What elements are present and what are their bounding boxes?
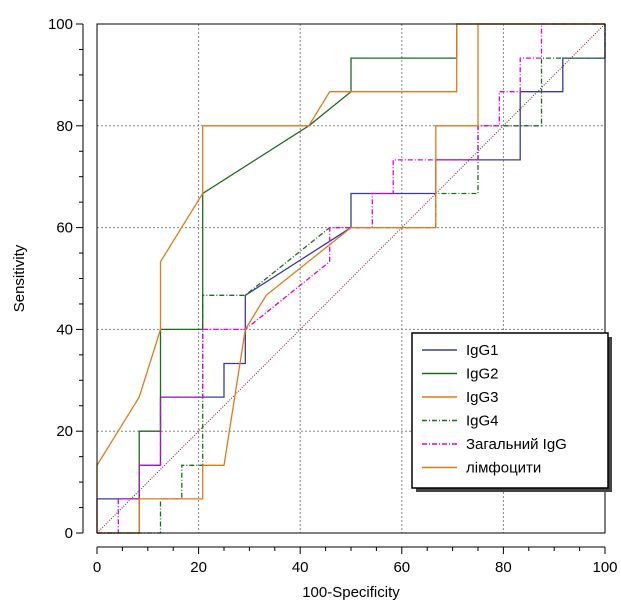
y-tick-label: 20: [56, 423, 73, 440]
series-line-5: [97, 23, 605, 534]
y-tick-label: 80: [56, 118, 73, 135]
legend-label: IgG2: [466, 366, 499, 383]
y-tick-label: 100: [48, 16, 73, 33]
y-tick-label: 0: [65, 525, 73, 542]
series-line-3: [96, 23, 605, 533]
series-lines: [96, 23, 606, 534]
series-line-6: [97, 23, 605, 534]
legend-label: IgG1: [466, 342, 499, 359]
legend-label: IgG3: [466, 389, 499, 406]
legend-box: [411, 332, 609, 489]
x-tick-label: 100: [592, 559, 617, 576]
x-tick-label: 20: [190, 559, 207, 576]
x-axis-title: 100-Specificity: [302, 584, 400, 601]
legend-label: Загальний IgG: [466, 436, 567, 453]
legend-label: лімфоцити: [466, 460, 541, 477]
x-tick-label: 80: [495, 559, 512, 576]
x-tick-labels: 0 20 40 60 80 100: [93, 559, 618, 576]
y-tick-label: 60: [56, 220, 73, 237]
x-tick-label: 60: [393, 559, 410, 576]
legend-label: IgG4: [466, 413, 499, 430]
x-tick-label: 40: [292, 559, 309, 576]
legend: IgG1 IgG2 IgG3 IgG4 Загальний IgG лімфоцити: [411, 332, 612, 492]
plot-frame: [96, 23, 606, 534]
axis-ticks: [76, 23, 606, 554]
y-tick-labels: 0 20 40 60 80 100: [48, 16, 73, 542]
y-tick-label: 40: [56, 321, 73, 338]
x-tick-label: 0: [93, 559, 101, 576]
y-axis-title: Sensitivity: [11, 244, 28, 312]
